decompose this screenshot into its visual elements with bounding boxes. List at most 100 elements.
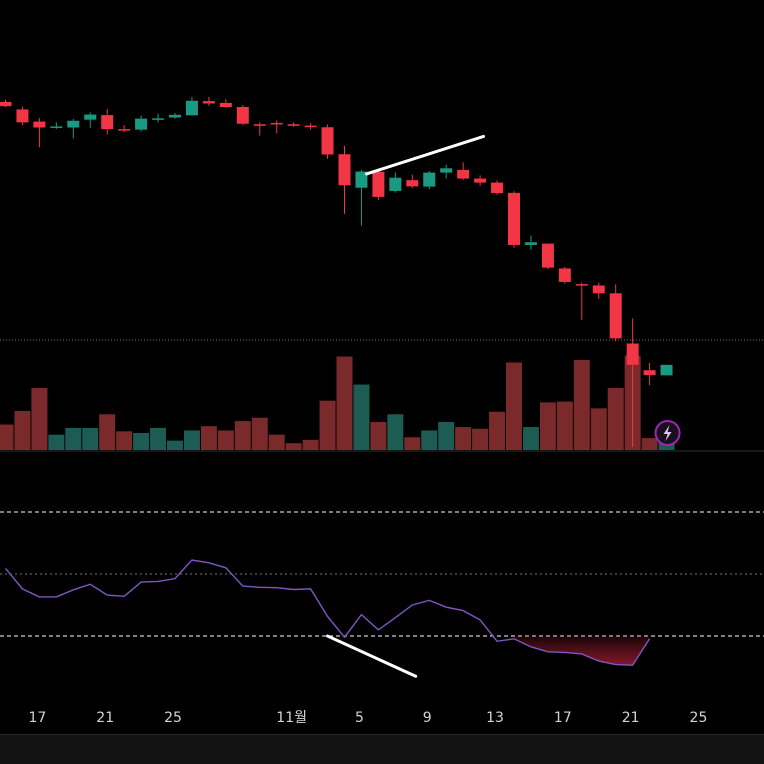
candle-body: [372, 171, 385, 197]
candle: [626, 318, 639, 447]
candle: [609, 284, 622, 342]
candle-body: [626, 343, 639, 365]
candle-body: [16, 109, 29, 123]
volume-bar: [0, 424, 14, 450]
candle: [389, 172, 402, 193]
candle-body: [219, 102, 232, 107]
rsi-oversold-fill: [514, 636, 650, 666]
x-tick-label: 21: [96, 710, 114, 726]
candle-body: [406, 180, 419, 187]
volume-bar: [150, 427, 167, 450]
x-tick-label: 13: [486, 710, 504, 726]
candle: [118, 125, 131, 133]
candle: [524, 235, 537, 250]
candle-body: [304, 125, 317, 128]
volume-bar: [133, 433, 150, 450]
candle: [508, 191, 520, 248]
rsi-panel: [0, 511, 764, 678]
candle: [50, 122, 63, 129]
volume-bar: [14, 410, 31, 450]
candle-body: [287, 124, 300, 126]
candle: [406, 174, 419, 188]
candle: [491, 180, 504, 195]
volume-bar: [522, 427, 539, 450]
candle: [643, 362, 656, 386]
candle-body: [101, 115, 114, 130]
x-tick-label: 11월: [276, 710, 307, 726]
candle-body: [508, 192, 520, 245]
volume-bar: [167, 440, 183, 450]
candle-body: [643, 370, 656, 376]
candle: [423, 170, 436, 190]
candle-body: [270, 122, 283, 125]
candle-body: [338, 154, 351, 186]
x-tick-label: 17: [554, 710, 572, 726]
volume-bar: [387, 414, 404, 450]
volume-bar: [353, 384, 370, 450]
volume-bar: [641, 438, 658, 450]
volume-bar: [116, 431, 133, 450]
candle-body: [558, 268, 571, 282]
x-axis: 17 21 25 11월 5 9 13 17 21 25: [28, 710, 707, 726]
candle: [355, 169, 368, 226]
candle-body: [33, 121, 46, 128]
candle-body: [474, 178, 487, 183]
x-tick-label: 21: [622, 710, 640, 726]
lightning-icon[interactable]: [663, 425, 672, 441]
candle: [575, 282, 588, 320]
candle-body: [609, 293, 622, 339]
x-tick-label: 17: [28, 710, 46, 726]
candle-body: [135, 118, 148, 130]
volume-bar: [455, 427, 472, 450]
volume-bar: [48, 434, 65, 450]
volume-bar: [183, 430, 200, 450]
volume-bar: [404, 437, 421, 450]
volume-bar: [268, 434, 285, 450]
candle: [372, 169, 385, 201]
rsi-line: [4, 559, 651, 666]
badge[interactable]: [654, 420, 681, 446]
volume-bar: [82, 427, 99, 450]
price-annotations: [365, 134, 485, 176]
candle-body: [389, 177, 402, 191]
volume-bar: [438, 421, 455, 450]
candle: [304, 123, 317, 130]
candle-body: [440, 168, 453, 173]
volume-bar: [217, 430, 234, 450]
volume-bar: [607, 387, 624, 450]
candle-body: [575, 284, 588, 286]
volume-bar: [336, 356, 353, 450]
x-tick-label: 25: [164, 710, 182, 726]
rsi-trendline-annotation[interactable]: [326, 634, 418, 678]
candle-body: [67, 120, 80, 128]
candle: [135, 115, 148, 132]
candle-body: [253, 124, 266, 126]
price-trendline-annotation[interactable]: [365, 134, 485, 176]
volume-bar: [421, 430, 438, 450]
candle: [236, 105, 249, 126]
volume-bar: [319, 400, 336, 450]
x-tick-label: 9: [423, 710, 432, 726]
volume-bar: [590, 408, 607, 450]
candle: [440, 164, 453, 179]
candles-series: [0, 97, 673, 447]
candle: [270, 120, 283, 134]
candle-body: [423, 172, 436, 187]
x-tick-label: 25: [690, 710, 708, 726]
candle: [16, 106, 29, 126]
candle-body: [118, 129, 131, 131]
candle-body: [660, 364, 673, 376]
candle: [101, 108, 114, 135]
candle: [287, 122, 300, 127]
candle: [558, 266, 571, 284]
candle-body: [236, 106, 249, 124]
candle: [321, 124, 334, 159]
volume-bar: [573, 359, 590, 450]
candle: [202, 97, 215, 106]
candle: [338, 145, 351, 214]
candle-body: [0, 101, 12, 107]
candle: [67, 118, 80, 139]
candle-body: [185, 100, 198, 116]
candle: [219, 99, 232, 108]
